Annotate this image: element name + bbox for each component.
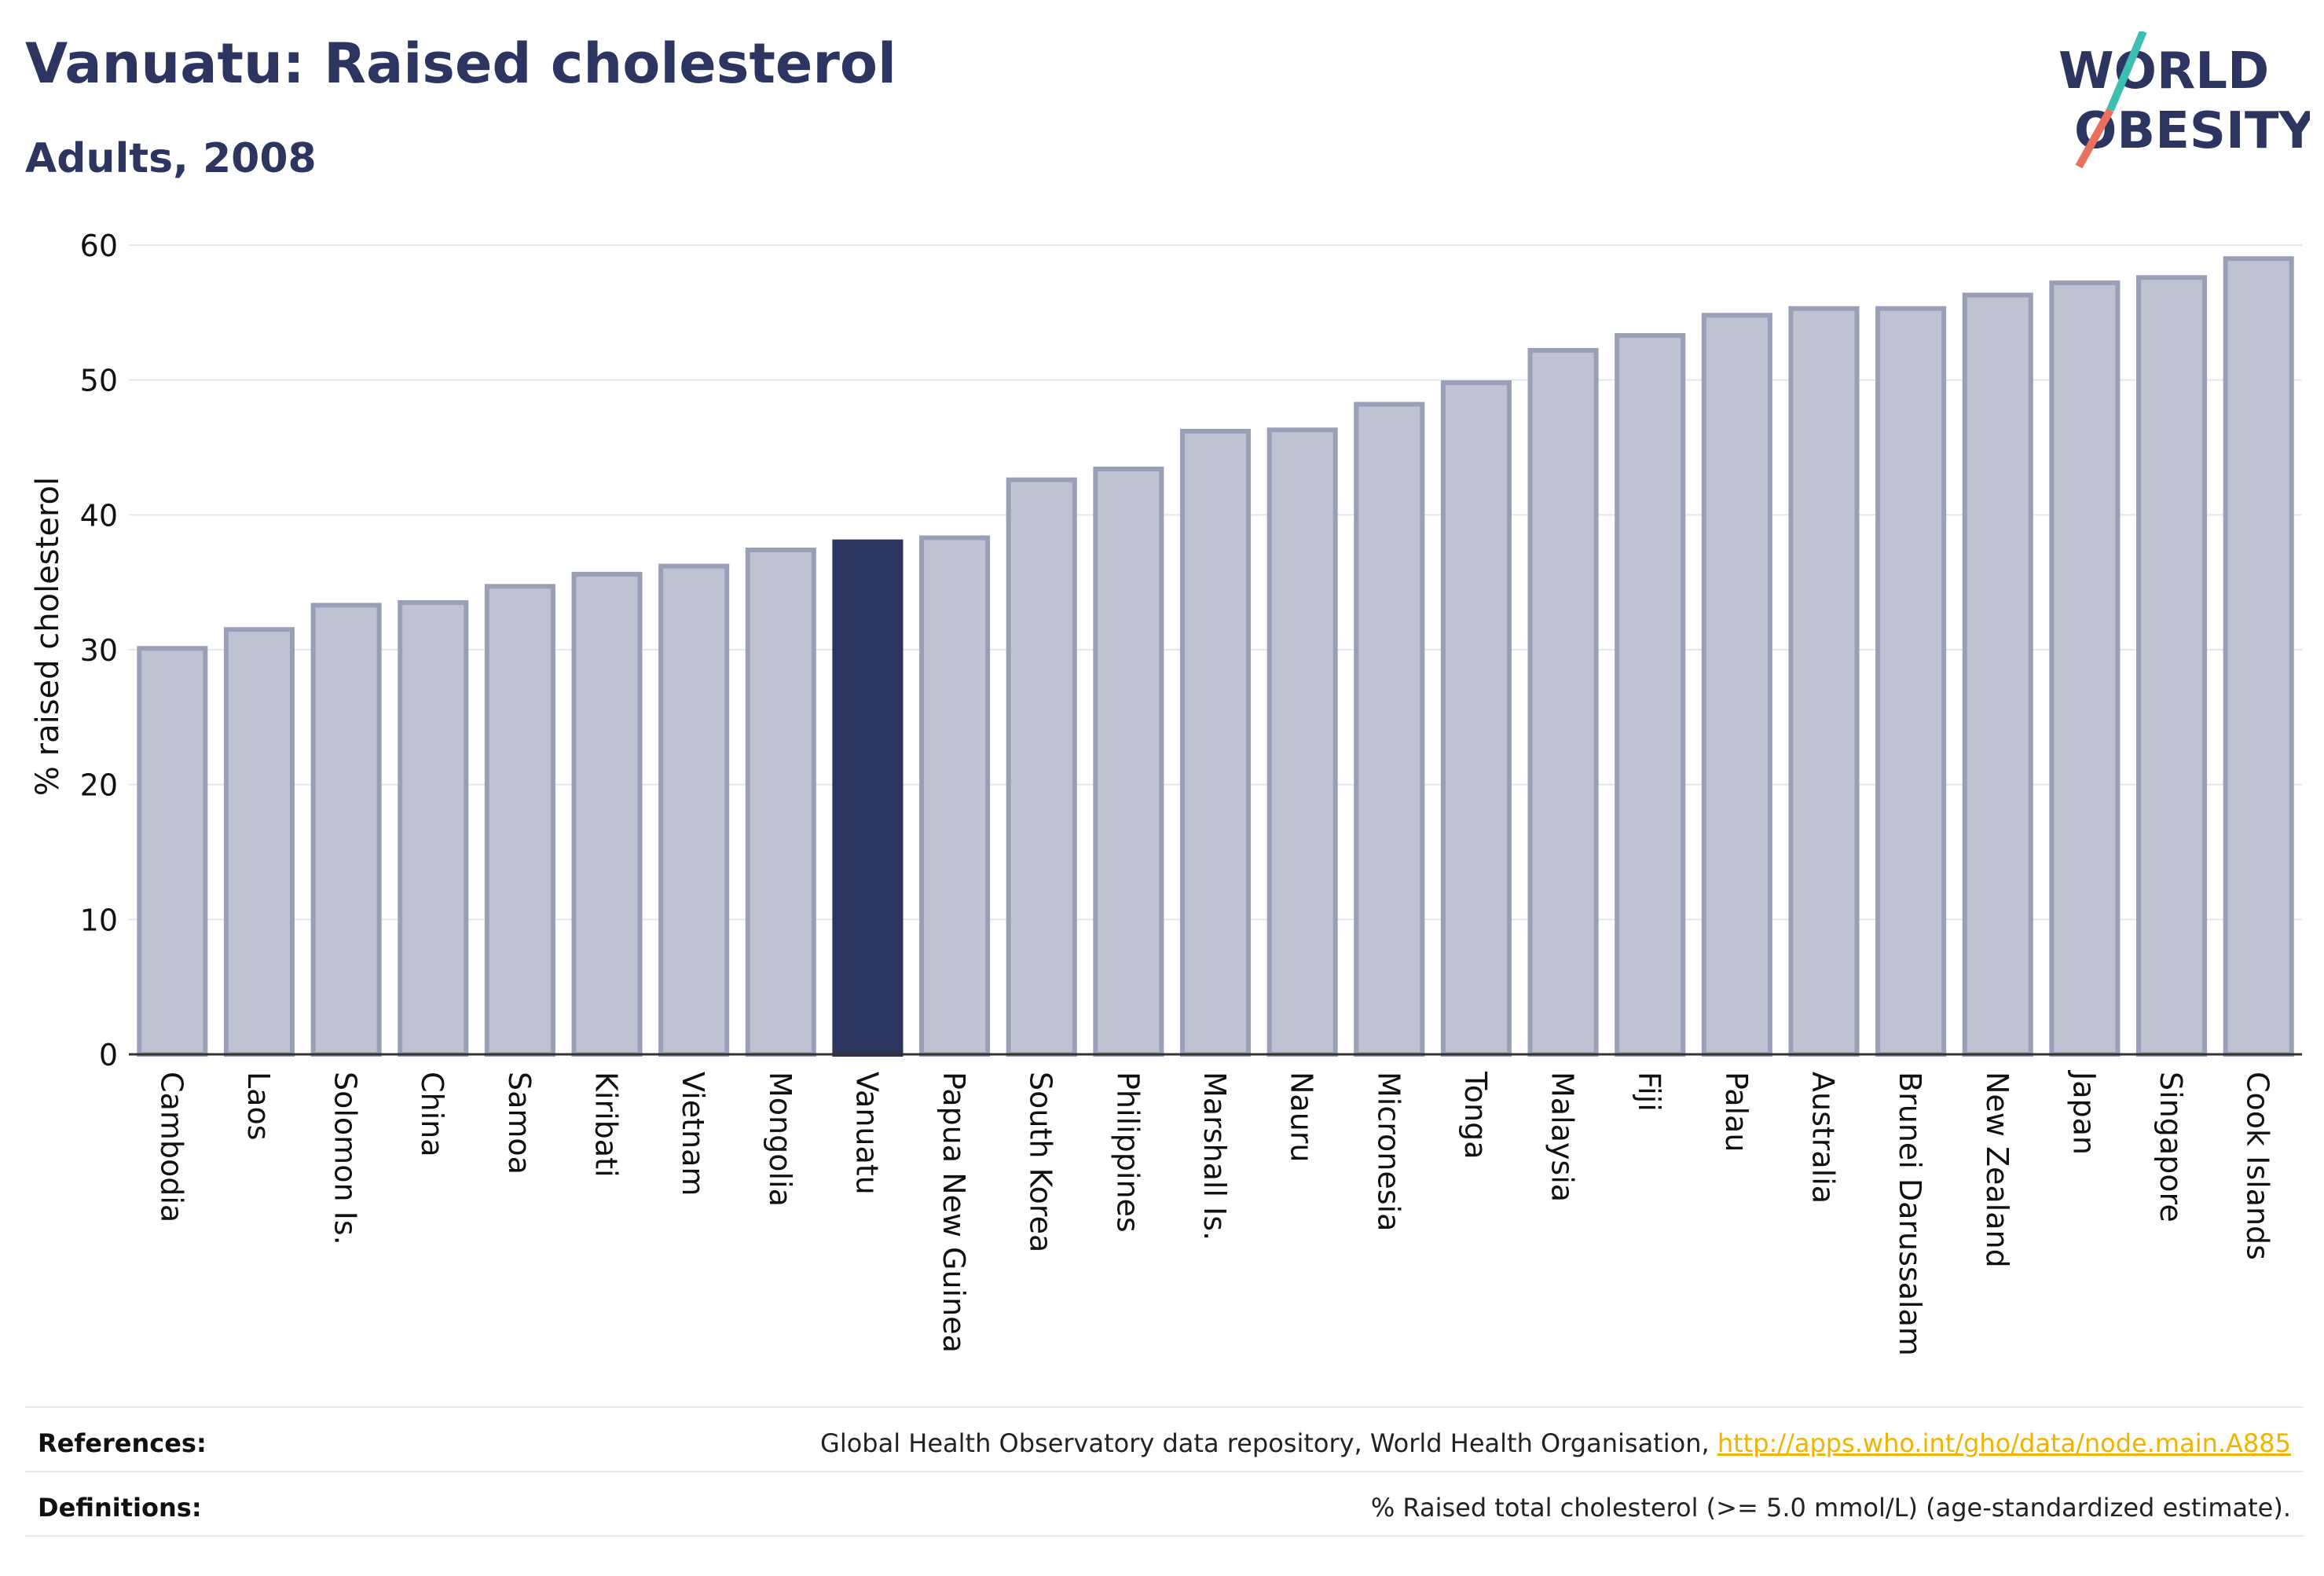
y-tick-label: 20 bbox=[80, 768, 118, 803]
bar-south-korea bbox=[1006, 477, 1077, 1057]
bar-chart: 0 10 20 30 40 50 60 % raised cholesterol Cambo… bbox=[30, 229, 2302, 1356]
bar-vanuatu bbox=[832, 539, 904, 1057]
world-obesity-logo: WORLD OBESITY bbox=[2058, 31, 2310, 169]
y-tick-label: 0 bbox=[99, 1038, 118, 1072]
x-tick-label: New Zealand bbox=[1980, 1072, 2014, 1268]
bar-vietnam bbox=[658, 563, 730, 1057]
references-label: References: bbox=[38, 1428, 207, 1458]
bar-samoa bbox=[484, 584, 555, 1057]
x-tick-label: Solomon Is. bbox=[328, 1072, 363, 1245]
bar-fiji bbox=[1615, 333, 1686, 1057]
references-text: Global Health Observatory data repositor… bbox=[820, 1428, 2291, 1458]
bars bbox=[137, 256, 2294, 1057]
y-axis-label: % raised cholesterol bbox=[30, 477, 66, 796]
bar-palau bbox=[1701, 313, 1772, 1057]
y-tick-label: 60 bbox=[80, 229, 118, 263]
logo-line1: WORLD bbox=[2058, 42, 2269, 101]
bar-marshall-is bbox=[1179, 428, 1252, 1057]
x-tick-label: Brunei Darussalam bbox=[1893, 1072, 1927, 1356]
x-tick-label: Vietnam bbox=[676, 1072, 710, 1196]
x-tick-label: Malaysia bbox=[1545, 1072, 1580, 1202]
x-tick-label: Singapore bbox=[2154, 1072, 2188, 1222]
footer-divider-top bbox=[25, 1406, 2304, 1408]
bar-cook-islands bbox=[2223, 256, 2294, 1057]
x-tick-label: Japan bbox=[2066, 1070, 2101, 1155]
definitions-row: Definitions: % Raised total cholesterol … bbox=[25, 1475, 2304, 1538]
y-tick-label: 50 bbox=[80, 364, 118, 398]
x-tick-label: Marshall Is. bbox=[1197, 1072, 1232, 1241]
y-tick-label: 30 bbox=[80, 633, 118, 668]
footer-divider-middle bbox=[25, 1471, 2304, 1472]
x-tick-label: Australia bbox=[1805, 1072, 1840, 1204]
bar-philippines bbox=[1093, 466, 1164, 1057]
logo-slash-teal bbox=[2106, 31, 2147, 112]
x-tick-label: Philippines bbox=[1110, 1072, 1145, 1233]
x-tick-label: Cambodia bbox=[154, 1072, 189, 1222]
bar-brunei-darussalam bbox=[1875, 306, 1947, 1057]
bar-tonga bbox=[1440, 380, 1512, 1057]
x-tick-label: Kiribati bbox=[589, 1072, 624, 1178]
bar-china bbox=[398, 599, 469, 1057]
bar-papua-new-guinea bbox=[919, 535, 991, 1057]
bar-australia bbox=[1788, 306, 1860, 1057]
definitions-text: % Raised total cholesterol (>= 5.0 mmol/… bbox=[1370, 1493, 2291, 1523]
x-tick-label: Fiji bbox=[1632, 1072, 1666, 1112]
x-tick-label: Papua New Guinea bbox=[937, 1072, 971, 1353]
bar-nauru bbox=[1266, 427, 1338, 1057]
footer-divider-bottom bbox=[25, 1535, 2304, 1537]
bar-laos bbox=[223, 627, 295, 1057]
x-tick-label: Vanuatu bbox=[849, 1072, 884, 1195]
x-tick-label: Palau bbox=[1719, 1072, 1754, 1152]
logo-slash-coral bbox=[2075, 108, 2114, 169]
chart-subtitle: Adults, 2008 bbox=[25, 135, 317, 182]
references-link[interactable]: http://apps.who.int/gho/data/node.main.A… bbox=[1717, 1428, 2291, 1458]
bar-new-zealand bbox=[1962, 292, 2033, 1057]
x-tick-label: Micronesia bbox=[1371, 1072, 1406, 1231]
x-tick-label: Tonga bbox=[1458, 1071, 1493, 1160]
chart-title: Vanuatu: Raised cholesterol bbox=[25, 31, 896, 96]
definitions-label: Definitions: bbox=[38, 1493, 202, 1523]
y-tick-label: 10 bbox=[80, 903, 118, 937]
y-axis-ticks: 0 10 20 30 40 50 60 bbox=[80, 229, 118, 1072]
x-axis-labels: Cambodia Laos Solomon Is. China Samoa Kiribat… bbox=[154, 1070, 2275, 1356]
x-tick-label: Mongolia bbox=[763, 1072, 797, 1207]
bar-mongolia bbox=[745, 547, 816, 1057]
bar-solomon-is bbox=[310, 603, 382, 1057]
bar-micronesia bbox=[1354, 401, 1425, 1057]
x-tick-label: China bbox=[415, 1072, 449, 1157]
x-tick-label: Cook Islands bbox=[2241, 1072, 2275, 1260]
bar-malaysia bbox=[1527, 347, 1599, 1057]
x-tick-label: South Korea bbox=[1024, 1072, 1058, 1252]
y-tick-label: 40 bbox=[80, 498, 118, 533]
x-tick-label: Laos bbox=[241, 1072, 276, 1141]
x-tick-label: Samoa bbox=[502, 1072, 537, 1175]
references-source: Global Health Observatory data repositor… bbox=[820, 1428, 1717, 1458]
bar-cambodia bbox=[137, 646, 208, 1057]
bar-japan bbox=[2049, 280, 2121, 1057]
bar-kiribati bbox=[571, 571, 643, 1057]
bar-singapore bbox=[2135, 275, 2208, 1057]
references-row: References: Global Health Observatory da… bbox=[25, 1411, 2304, 1474]
x-tick-label: Nauru bbox=[1285, 1072, 1319, 1163]
